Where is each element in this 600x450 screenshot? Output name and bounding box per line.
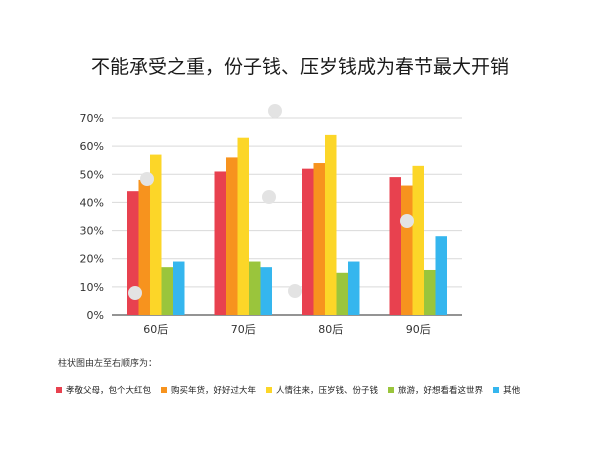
bar <box>127 191 139 315</box>
watermark <box>262 190 279 204</box>
watermark <box>288 284 305 298</box>
legend-label: 孝敬父母，包个大红包 <box>66 386 152 396</box>
bar <box>313 163 325 315</box>
x-tick-label: 60后 <box>143 323 168 336</box>
legend-item: 旅游，好想看看这世界 <box>388 384 483 396</box>
legend-label: 旅游，好想看看这世界 <box>398 386 484 396</box>
legend-swatch <box>388 387 395 393</box>
legend-item: 人情往来，压岁钱、份子钱 <box>266 384 378 396</box>
bar <box>435 236 447 315</box>
x-tick-label: 70后 <box>231 323 256 336</box>
bar <box>249 261 261 315</box>
bar <box>412 165 424 315</box>
y-tick-label: 40% <box>80 196 104 209</box>
watermark-logo-icon <box>268 104 282 118</box>
bar <box>173 261 185 315</box>
watermark <box>128 286 145 300</box>
watermark-logo-icon <box>140 172 154 186</box>
chart-legend: 孝敬父母，包个大红包 购买年货，好好过大年 人情往来，压岁钱、份子钱 旅游，好想看看这… <box>56 384 586 396</box>
legend-label: 购买年货，好好过大年 <box>171 386 257 396</box>
y-tick-label: 60% <box>80 140 104 153</box>
bar <box>214 171 226 315</box>
bar <box>161 267 173 315</box>
bar <box>302 168 314 315</box>
x-tick-label: 80后 <box>318 323 343 336</box>
legend-swatch <box>161 387 168 393</box>
watermark <box>400 214 417 228</box>
legend-item: 其他 <box>493 384 520 396</box>
legend-swatch <box>56 387 62 393</box>
legend-swatch <box>493 387 500 393</box>
y-tick-label: 10% <box>80 281 104 294</box>
legend-label: 人情往来，压岁钱、份子钱 <box>276 386 379 396</box>
watermark-logo-icon <box>400 214 414 228</box>
bar <box>260 267 272 315</box>
bar <box>336 272 348 315</box>
x-tick-label: 90后 <box>406 323 431 336</box>
y-tick-label: 30% <box>80 225 104 238</box>
bar <box>424 269 436 315</box>
watermark-logo-icon <box>128 286 142 300</box>
bar <box>237 137 249 315</box>
y-tick-label: 20% <box>80 253 104 266</box>
y-tick-label: 50% <box>80 168 104 181</box>
bar <box>150 154 162 315</box>
legend-swatch <box>266 387 273 393</box>
watermark <box>140 172 157 186</box>
y-tick-label: 70% <box>80 112 104 125</box>
chart-note: 柱状图由左至右顺序为： <box>58 359 158 369</box>
legend-item: 购买年货，好好过大年 <box>161 384 256 396</box>
chart-title: 不能承受之重，份子钱、压岁钱成为春节最大开销 <box>90 56 509 78</box>
bar <box>389 177 401 315</box>
bar <box>226 157 238 315</box>
legend-item: 孝敬父母，包个大红包 <box>56 384 151 396</box>
bar <box>401 185 413 315</box>
y-tick-label: 0% <box>87 309 104 322</box>
watermark-logo-icon <box>288 284 302 298</box>
bar <box>348 261 360 315</box>
bar <box>325 134 337 315</box>
watermark-logo-icon <box>262 190 276 204</box>
watermark <box>268 104 285 118</box>
bar <box>138 179 150 315</box>
legend-label: 其他 <box>503 386 521 396</box>
bar-chart: 0% 10% 20% 30% 40% 50% 60% 70% 60后 70后 80后 90后 <box>80 112 462 336</box>
